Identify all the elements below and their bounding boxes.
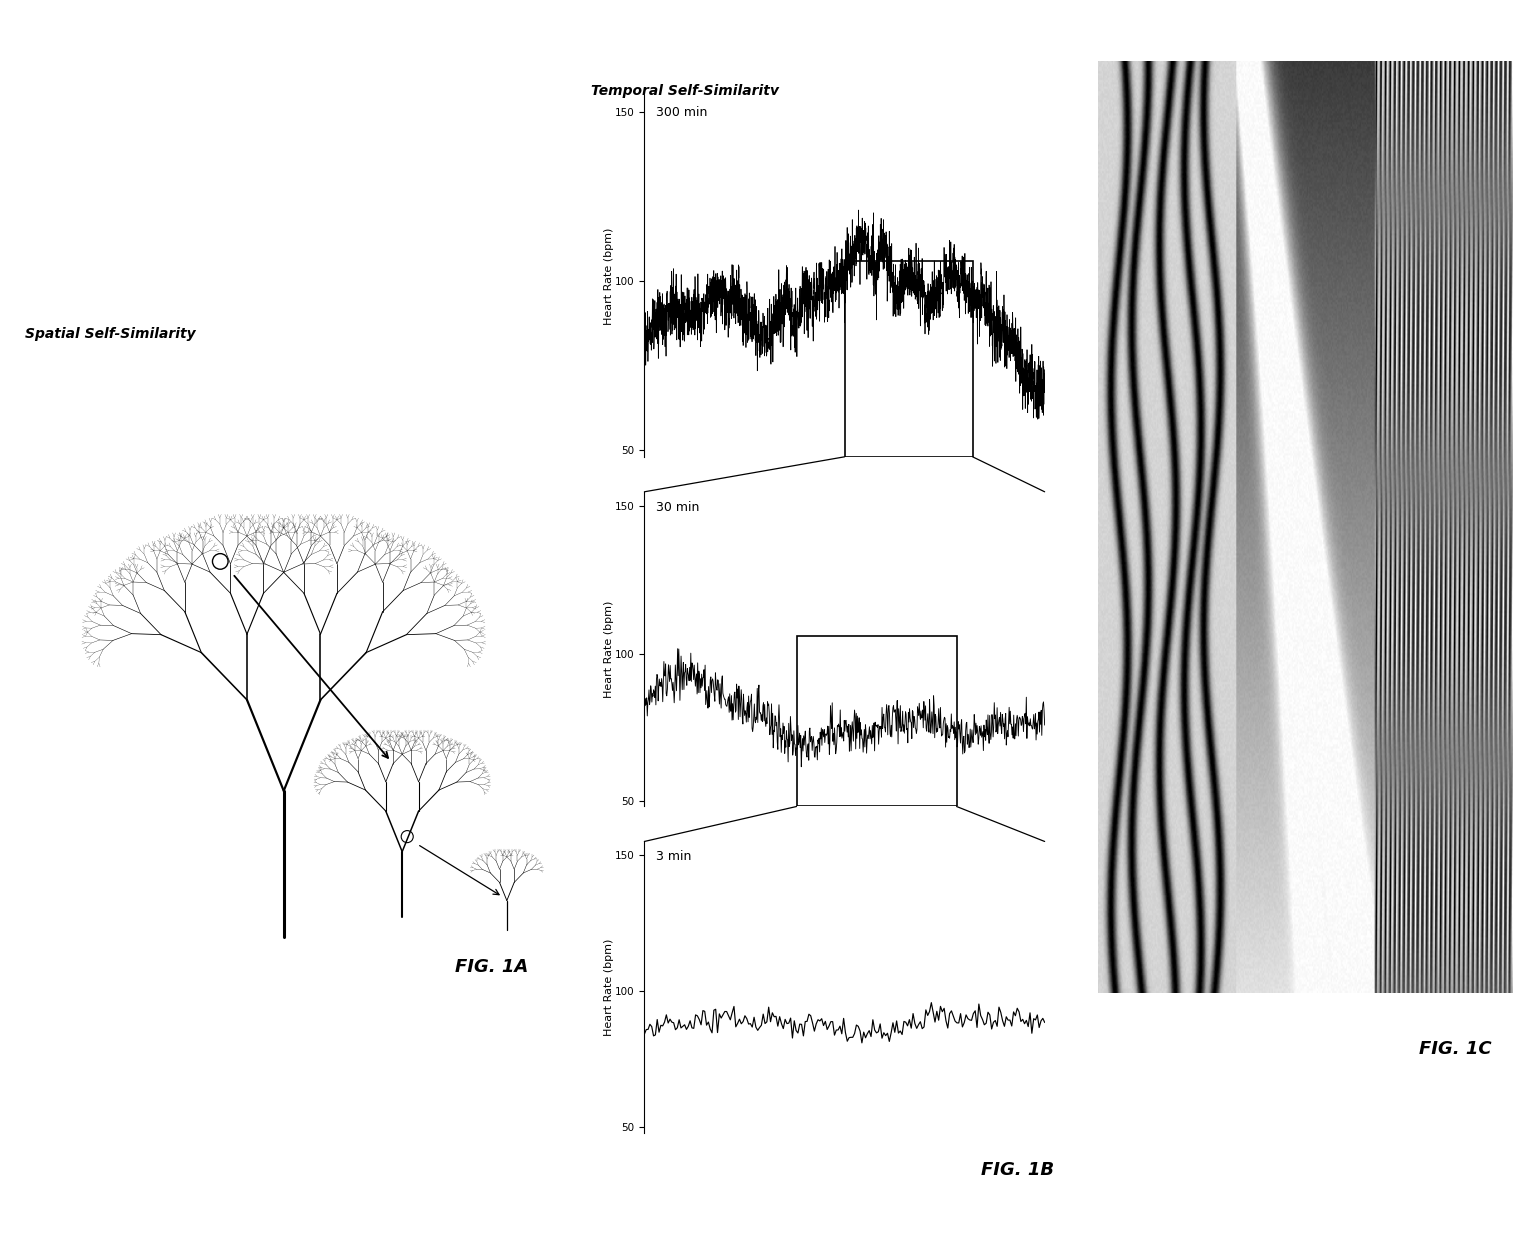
Text: FIG. 1A: FIG. 1A <box>454 959 527 976</box>
Text: Temporal Self-Similarity: Temporal Self-Similarity <box>591 84 779 98</box>
Text: Spatial Self-Similarity: Spatial Self-Similarity <box>24 327 196 341</box>
Text: FIG. 1C: FIG. 1C <box>1420 1039 1491 1058</box>
Text: FIG. 1B: FIG. 1B <box>981 1162 1054 1179</box>
